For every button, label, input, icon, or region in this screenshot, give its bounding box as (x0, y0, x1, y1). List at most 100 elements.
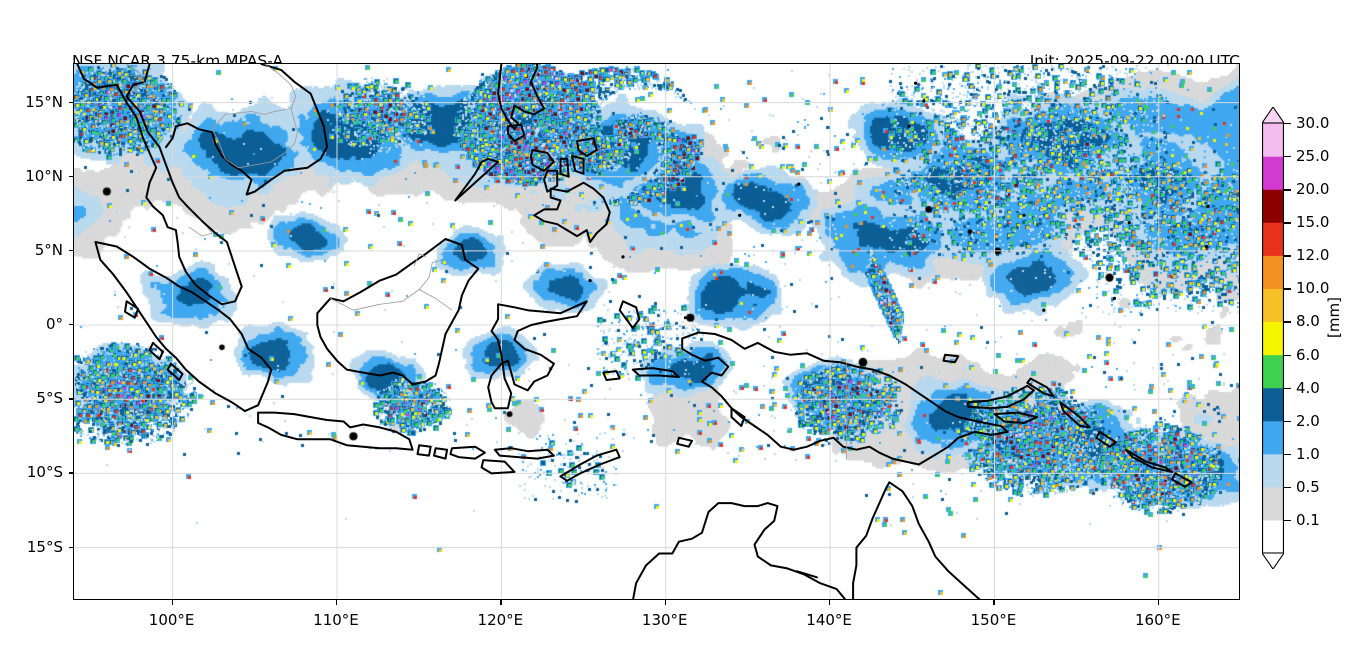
colorbar-tick (1284, 222, 1291, 224)
colorbar-tick-label: 0.1 (1296, 510, 1320, 529)
island-marker (922, 99, 926, 103)
x-axis-label: 100°E (148, 611, 195, 629)
colorbar-tick-label: 12.0 (1296, 246, 1330, 265)
colorbar-tick-label: 30.0 (1296, 114, 1330, 132)
coastline-path (148, 341, 164, 361)
colorbar-tick-label: 0.5 (1296, 477, 1320, 496)
x-axis-tick (1157, 600, 1160, 605)
coastline-path (1095, 430, 1118, 448)
y-axis-tick (68, 101, 73, 103)
island-marker (907, 124, 911, 128)
coastline-path (449, 445, 486, 460)
colorbar-band (1262, 189, 1284, 223)
colorbar-band (1262, 288, 1284, 323)
colorbar-band (1262, 354, 1284, 389)
x-axis-tick (335, 600, 338, 605)
colorbar-tick-label: 15.0 (1296, 213, 1330, 232)
colorbar-tick-label: 4.0 (1296, 378, 1320, 397)
coastline-path (559, 157, 570, 178)
precipitation-map[interactable] (73, 63, 1240, 600)
coastline-path (480, 459, 516, 475)
y-axis-label: 10°S (26, 463, 63, 482)
island-marker (738, 213, 742, 217)
coastline-path (602, 370, 621, 381)
y-axis-label: 5°N (34, 240, 63, 259)
y-axis-tick (68, 249, 73, 252)
coastline-path (676, 436, 693, 448)
coastline-path (330, 259, 443, 311)
coastline-path (1026, 377, 1055, 398)
coastline-path (316, 238, 480, 386)
colorbar-band (1262, 222, 1284, 256)
y-axis-tick (68, 175, 73, 178)
coastline-path (1059, 401, 1091, 429)
x-axis-tick (500, 600, 502, 605)
colorbar-tick (1284, 387, 1291, 389)
x-axis-label: 150°E (970, 611, 1017, 629)
precipitation-field (74, 64, 1239, 599)
colorbar (1262, 107, 1284, 569)
coastline-path (632, 502, 847, 599)
colorbar-tick-label: 2.0 (1296, 411, 1320, 430)
coastline-path (416, 444, 432, 457)
colorbar-under-arrow (1262, 552, 1284, 569)
coastline-path (413, 253, 427, 267)
colorbar-tick (1284, 486, 1291, 489)
island-marker (1112, 296, 1117, 300)
y-axis-tick (68, 546, 73, 548)
x-axis-label: 140°E (806, 611, 852, 629)
x-axis-label: 120°E (477, 611, 524, 629)
island-marker (1022, 213, 1026, 217)
colorbar-band (1262, 321, 1284, 356)
coastline-path (993, 411, 1039, 424)
coastline-path (852, 481, 981, 599)
coastline-path (506, 123, 526, 143)
colorbar-band (1262, 123, 1284, 157)
coastline-path (533, 181, 611, 243)
coastline-path (126, 64, 144, 80)
colorbar-band (1262, 420, 1284, 455)
island-marker (621, 255, 625, 259)
coastline-path (165, 64, 329, 196)
coastline-path (730, 407, 746, 427)
coastline-path (576, 137, 598, 157)
coastline-path (94, 241, 273, 413)
y-axis-label: 5°S (36, 389, 63, 408)
y-axis-label: 15°N (25, 92, 63, 111)
colorbar-tick-label: 25.0 (1296, 147, 1330, 166)
y-axis-tick (68, 472, 73, 474)
coastline-path (418, 289, 453, 311)
x-axis-label: 110°E (313, 611, 359, 629)
colorbar-band (1262, 255, 1284, 289)
colorbar-tick-label: 8.0 (1296, 312, 1320, 331)
x-axis-tick (829, 600, 831, 605)
y-axis-tick (68, 398, 73, 400)
coastline-path (166, 362, 184, 381)
coastline-path (433, 447, 449, 460)
coastline-path (796, 570, 818, 579)
island-marker (1206, 204, 1210, 209)
colorbar-unit-label: [mm] (1325, 297, 1343, 338)
colorbar-tick (1284, 354, 1291, 356)
coastline-path (76, 64, 243, 306)
coastline-path (1171, 472, 1193, 488)
coastline-path (618, 300, 641, 329)
colorbar-tick-label: 6.0 (1296, 345, 1320, 364)
colorbar-tick (1284, 123, 1291, 125)
coastline-path (211, 64, 297, 130)
y-axis-label: 10°N (25, 166, 63, 185)
map-overlay (74, 64, 1239, 599)
x-axis-tick (664, 600, 666, 605)
x-axis-tick (993, 600, 995, 605)
colorbar-over-arrow (1262, 107, 1284, 124)
island-marker (1204, 244, 1209, 249)
x-axis-label: 160°E (1135, 611, 1181, 629)
coastline-path (967, 384, 1035, 410)
colorbar-band (1262, 453, 1284, 488)
coastline-path (211, 108, 298, 169)
colorbar-tick-label: 20.0 (1296, 180, 1330, 199)
colorbar-tick (1284, 255, 1291, 257)
colorbar-tick (1284, 288, 1291, 290)
coastline-path (493, 447, 555, 460)
